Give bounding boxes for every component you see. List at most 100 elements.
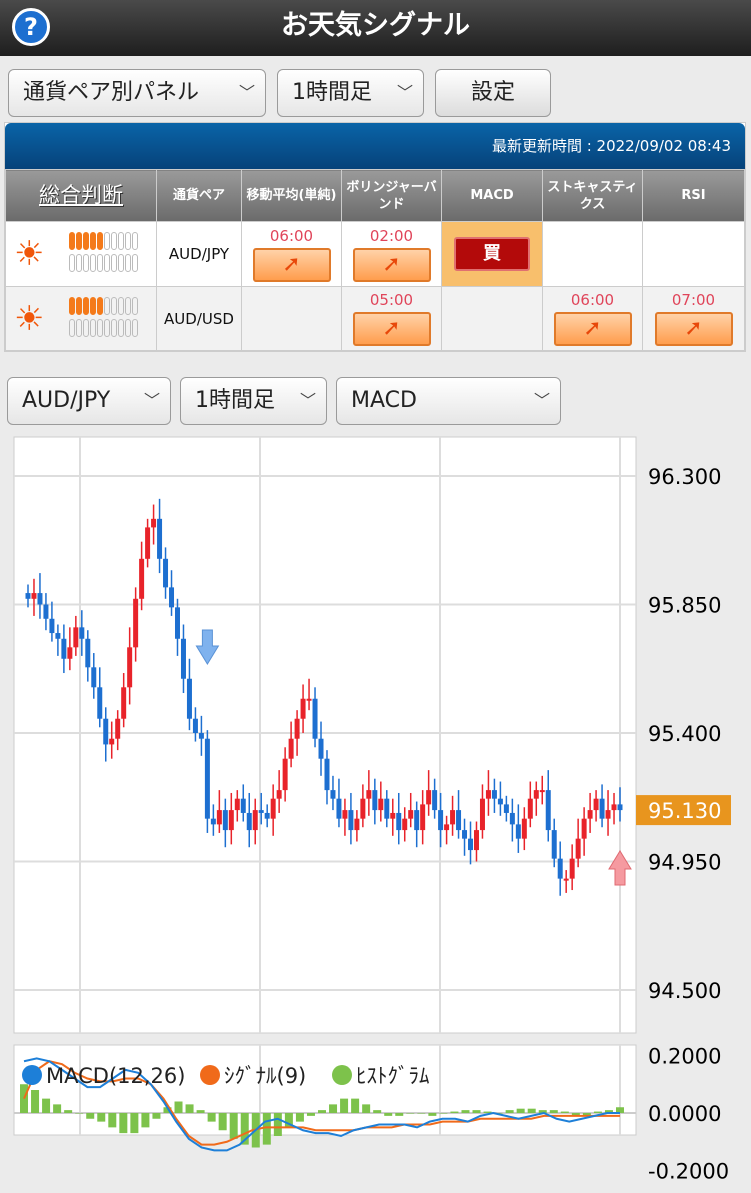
- macd-cell[interactable]: 買: [441, 221, 543, 287]
- candle: [300, 698, 306, 719]
- help-icon[interactable]: ?: [12, 8, 50, 46]
- candle: [605, 810, 611, 819]
- histogram-bar: [86, 1113, 95, 1119]
- histogram-bar: [450, 1111, 459, 1113]
- up-arrow-icon[interactable]: ➚: [553, 312, 632, 346]
- candle: [551, 830, 557, 859]
- signal-time: 02:00: [369, 226, 414, 245]
- candle: [127, 647, 133, 688]
- candle: [180, 638, 186, 679]
- histogram-bar: [505, 1110, 514, 1113]
- candle: [246, 812, 252, 831]
- candle: [192, 718, 198, 733]
- bollinger-cell[interactable]: 02:00 ➚: [341, 221, 442, 287]
- buy-badge[interactable]: 買: [454, 237, 530, 271]
- candle: [121, 687, 127, 719]
- candle: [139, 558, 145, 599]
- col-pair: 通貨ペア: [156, 169, 242, 222]
- chart-timeframe-select[interactable]: 1時間足 ﹀: [180, 377, 327, 425]
- candle: [324, 758, 330, 791]
- candle: [527, 798, 533, 819]
- candle: [210, 818, 216, 825]
- indicator-select[interactable]: MACD ﹀: [336, 377, 561, 425]
- col-rsi: RSI: [642, 169, 745, 222]
- candle: [157, 518, 163, 559]
- candle: [264, 812, 270, 819]
- chart-pair-select[interactable]: AUD/JPY ﹀: [7, 377, 171, 425]
- histogram-bar: [483, 1111, 492, 1113]
- table-row[interactable]: ☀ AUD/JPY 06:00 ➚ 02:00 ➚ 買: [5, 221, 745, 287]
- histogram-bar: [395, 1113, 404, 1116]
- histogram-bar: [42, 1098, 51, 1113]
- histogram-bar: [340, 1098, 349, 1113]
- indicator-value: MACD: [351, 388, 417, 413]
- histogram-bar: [262, 1113, 271, 1145]
- rsi-cell[interactable]: 07:00 ➚: [642, 286, 745, 351]
- histogram-bar: [229, 1113, 238, 1139]
- candle: [599, 798, 605, 819]
- chevron-down-icon: ﹀: [396, 83, 413, 102]
- bollinger-cell[interactable]: 05:00 ➚: [341, 286, 442, 351]
- candle: [103, 718, 109, 745]
- timeframe-select[interactable]: 1時間足 ﹀: [277, 69, 424, 117]
- chevron-down-icon: ﹀: [238, 83, 255, 102]
- pair-cell[interactable]: AUD/USD: [156, 286, 242, 351]
- candle: [91, 667, 97, 688]
- candle: [420, 804, 426, 831]
- chart-timeframe-value: 1時間足: [195, 388, 275, 413]
- candle: [402, 818, 408, 831]
- histogram-bar: [108, 1113, 117, 1128]
- candle: [539, 790, 545, 793]
- histogram-bar: [461, 1110, 470, 1113]
- view-select-value: 通貨ペア別パネル: [23, 80, 200, 105]
- candle: [503, 804, 509, 813]
- y-tick-label: 94.950: [648, 851, 721, 875]
- candle: [426, 790, 432, 805]
- histogram-bar: [306, 1113, 315, 1116]
- timeframe-select-value: 1時間足: [292, 80, 372, 105]
- macd-tick-label: 0.0000: [648, 1102, 721, 1126]
- macd-tick-label: -0.2000: [648, 1160, 729, 1184]
- candle: [491, 790, 497, 799]
- sma-cell[interactable]: 06:00 ➚: [241, 221, 342, 287]
- candle: [557, 858, 563, 879]
- macd-cell: [441, 286, 543, 351]
- signal-time: 06:00: [570, 291, 615, 309]
- histogram-bar: [417, 1113, 426, 1114]
- histogram-bar: [604, 1110, 613, 1113]
- macd-line: [23, 1057, 620, 1152]
- stochastics-cell[interactable]: 06:00 ➚: [542, 286, 643, 351]
- histogram-bar: [240, 1113, 249, 1145]
- col-overall[interactable]: 総合判断: [5, 169, 157, 222]
- up-arrow-icon[interactable]: ➚: [352, 312, 431, 346]
- candle: [163, 558, 169, 588]
- legend-label: ﾋｽﾄｸﾞﾗﾑ: [356, 1064, 430, 1088]
- candle: [145, 527, 151, 559]
- up-arrow-icon[interactable]: ➚: [352, 247, 431, 282]
- candle: [294, 718, 300, 739]
- histogram-bar: [152, 1113, 161, 1119]
- candle: [85, 638, 91, 668]
- view-select[interactable]: 通貨ペア別パネル ﹀: [8, 69, 266, 117]
- table-row[interactable]: ☀ AUD/USD 05:00 ➚ 06:00 ➚ 07:00 ➚: [5, 286, 745, 351]
- candle: [545, 790, 551, 831]
- chevron-down-icon: ﹀: [299, 391, 316, 410]
- candle: [617, 804, 623, 811]
- up-arrow-icon[interactable]: ➚: [252, 247, 331, 282]
- chevron-down-icon: ﹀: [143, 391, 160, 410]
- candle: [25, 593, 31, 599]
- up-arrow-icon[interactable]: ➚: [654, 312, 733, 346]
- sunny-icon: ☀: [14, 234, 45, 274]
- candle: [593, 798, 599, 811]
- candle: [312, 698, 318, 739]
- last-updated: 最新更新時間 : 2022/09/02 08:43: [5, 123, 745, 169]
- candle: [174, 607, 180, 639]
- settings-button[interactable]: 設定: [435, 69, 551, 117]
- signal-time: 07:00: [671, 291, 716, 309]
- histogram-bar: [185, 1104, 194, 1113]
- signal-table: 総合判断 通貨ペア 移動平均(単純) ボリンジャーバンド MACD ストキャステ…: [5, 169, 745, 351]
- pair-cell[interactable]: AUD/JPY: [156, 221, 242, 287]
- candle: [270, 798, 276, 819]
- signal-panel: 最新更新時間 : 2022/09/02 08:43 総合判断 通貨ペア 移動平均…: [4, 122, 746, 352]
